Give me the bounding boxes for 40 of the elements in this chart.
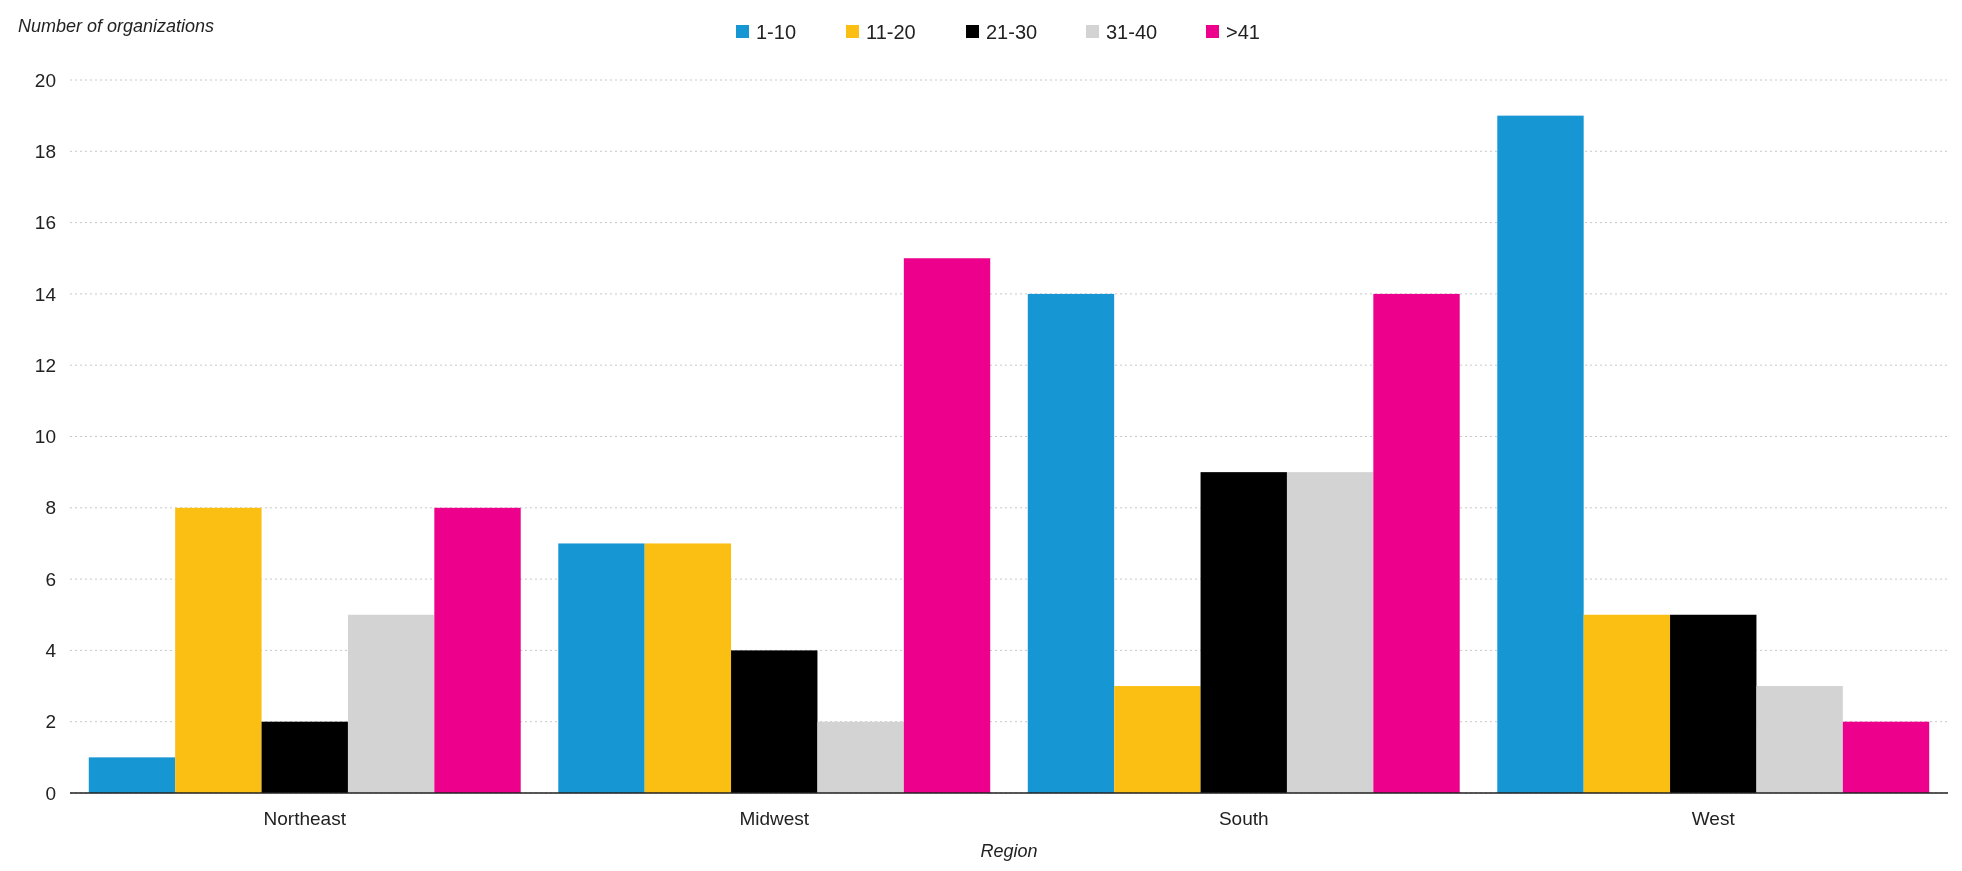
x-tick-label: Midwest — [739, 808, 810, 829]
legend-label: 31-40 — [1106, 21, 1158, 43]
bar — [1583, 614, 1671, 793]
bar — [88, 757, 176, 793]
y-tick-label: 2 — [45, 711, 56, 733]
y-axis-title: Number of organizations — [18, 16, 215, 36]
bar — [1373, 293, 1460, 793]
y-tick-label: 0 — [45, 782, 56, 804]
legend-label: >41 — [1226, 21, 1260, 43]
bar — [1497, 115, 1584, 793]
y-tick-label: 4 — [45, 640, 57, 662]
bar — [1027, 293, 1115, 793]
bar — [175, 507, 262, 793]
y-tick-label: 12 — [34, 354, 56, 376]
bar — [644, 543, 732, 793]
legend-label: 21-30 — [986, 21, 1038, 43]
bar — [1842, 721, 1930, 793]
bar — [1670, 614, 1757, 793]
y-tick-label: 18 — [34, 140, 56, 162]
y-tick-label: 8 — [45, 497, 56, 519]
y-tick-label: 10 — [34, 426, 56, 448]
y-tick-label: 14 — [34, 283, 57, 305]
y-tick-label: 16 — [34, 212, 56, 234]
legend-label: 1-10 — [756, 21, 797, 43]
legend-label: 11-20 — [866, 21, 916, 43]
bar — [1756, 686, 1843, 793]
bar — [434, 507, 521, 793]
bar — [1200, 472, 1287, 793]
x-tick-label: Northeast — [263, 808, 347, 829]
x-axis-title: Region — [980, 841, 1038, 861]
bar — [261, 721, 348, 793]
bar — [903, 258, 991, 793]
x-tick-label: West — [1691, 808, 1736, 829]
bar — [1114, 686, 1201, 793]
y-tick-label: 6 — [45, 568, 56, 590]
y-tick-label: 20 — [34, 69, 56, 91]
bar — [558, 543, 645, 793]
bar — [731, 650, 818, 793]
bar — [1286, 472, 1374, 793]
x-tick-label: South — [1218, 808, 1269, 829]
